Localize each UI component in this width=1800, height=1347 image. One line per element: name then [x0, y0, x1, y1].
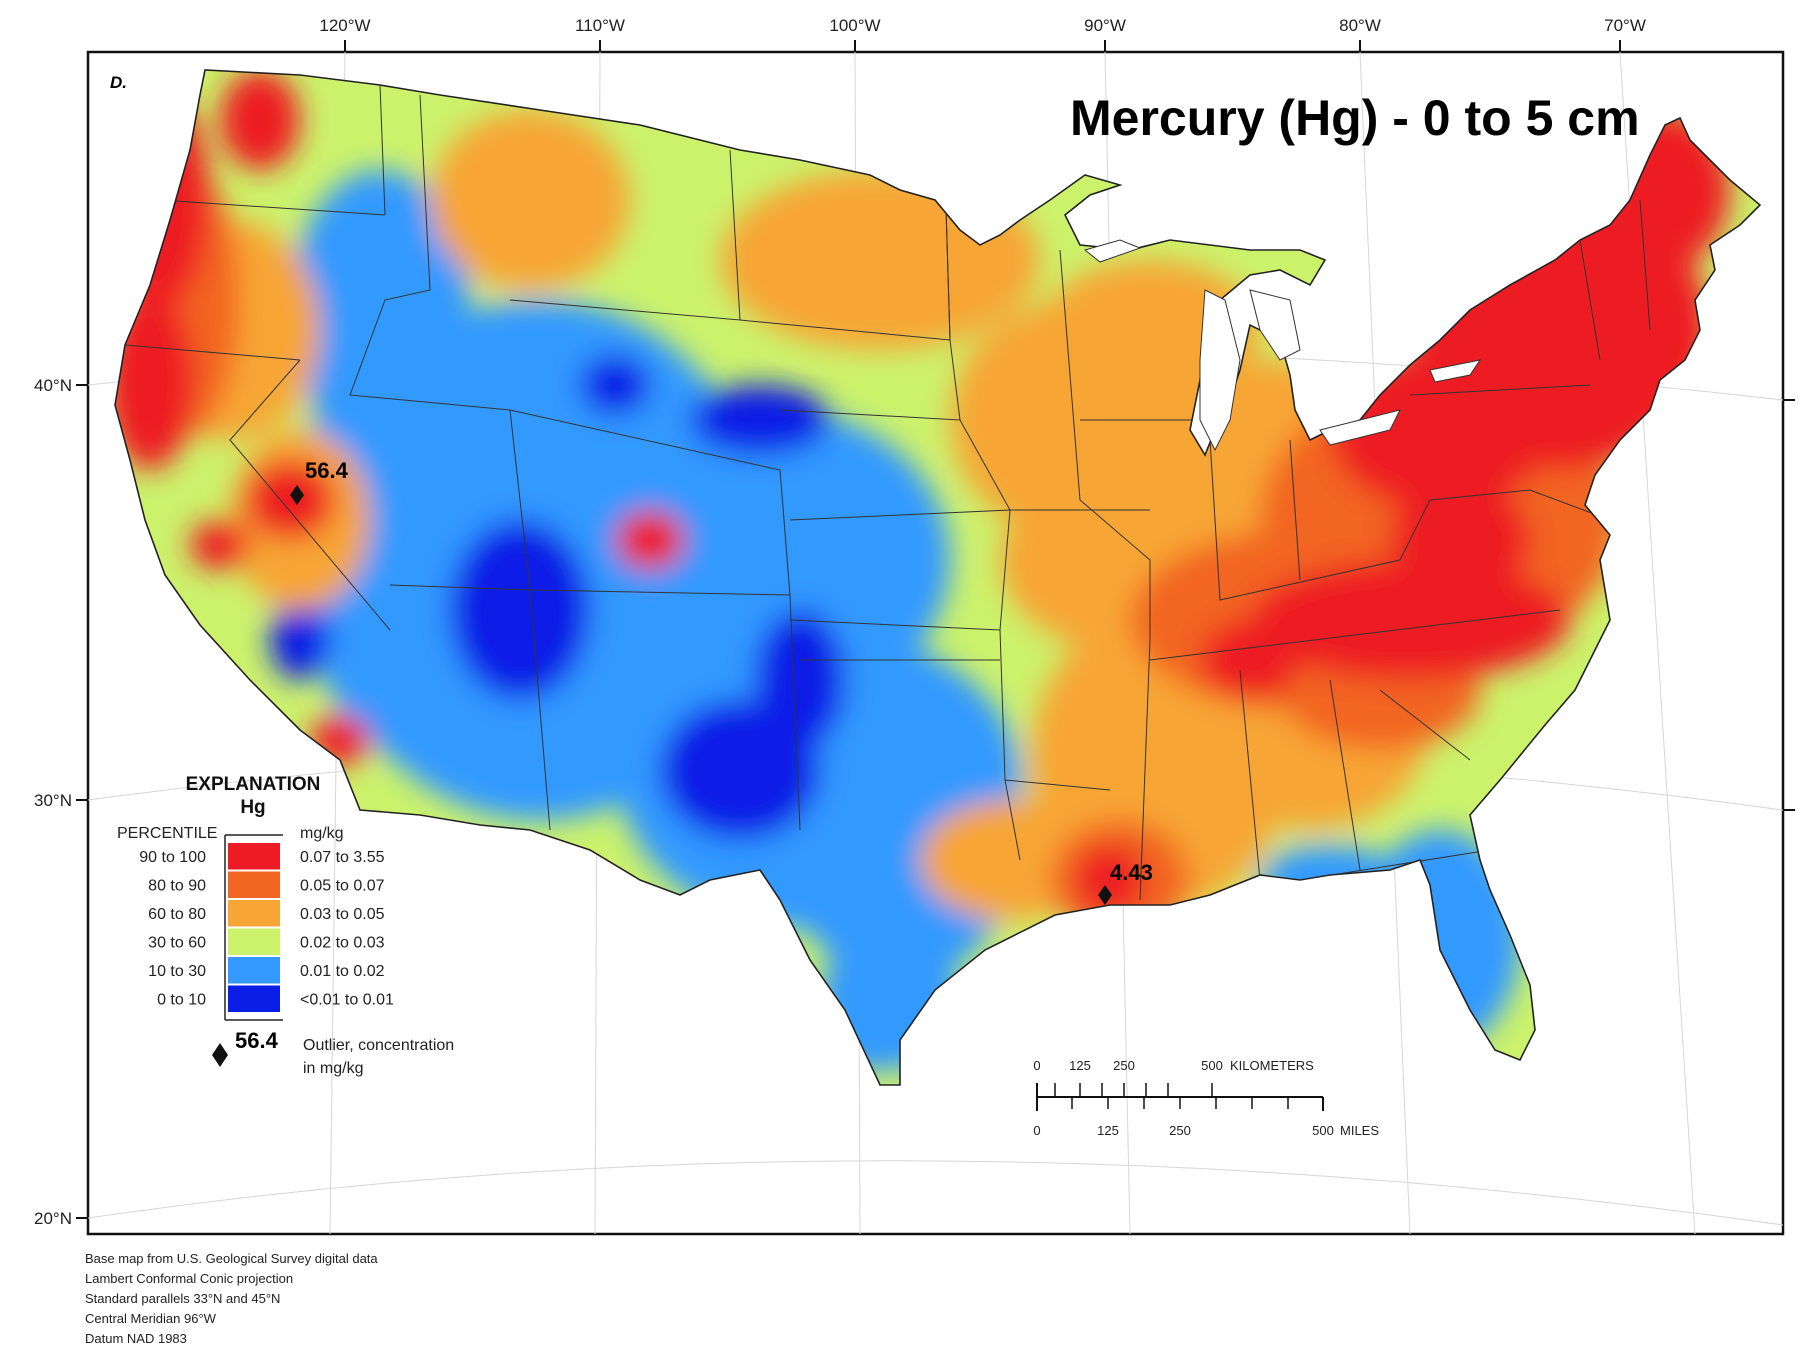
legend-class-row: 10 to 30 0.01 to 0.02 — [148, 957, 385, 984]
outlier-nevada: 56.4 — [290, 458, 349, 505]
legend-range-label: 0.07 to 3.55 — [300, 849, 385, 866]
lon-label-90w: 90°W — [1084, 16, 1126, 35]
outlier-value-nevada: 56.4 — [305, 458, 349, 483]
legend: EXPLANATION Hg PERCENTILE mg/kg 90 to 10… — [117, 774, 454, 1077]
legend-range-label: <0.01 to 0.01 — [300, 992, 394, 1009]
scale-mi-125: 125 — [1097, 1123, 1119, 1138]
outlier-louisiana: 4.43 — [1098, 860, 1153, 905]
legend-class-row: 80 to 90 0.05 to 0.07 — [148, 871, 385, 898]
panel-letter: D. — [110, 73, 127, 92]
legend-percentile-label: 90 to 100 — [139, 849, 206, 866]
lat-label-20n: 20°N — [34, 1209, 72, 1228]
legend-unit-header: mg/kg — [300, 825, 344, 842]
scale-km-0: 0 — [1033, 1058, 1040, 1073]
legend-range-label: 0.01 to 0.02 — [300, 963, 385, 980]
scale-mi-unit: MILES — [1340, 1123, 1379, 1138]
legend-color-swatch — [228, 843, 280, 870]
map-title: Mercury (Hg) - 0 to 5 cm — [1070, 90, 1640, 146]
legend-color-swatch — [228, 957, 280, 984]
legend-title: EXPLANATION — [186, 774, 321, 795]
credit-line-4: Central Meridian 96°W — [85, 1311, 217, 1326]
legend-color-swatch — [228, 928, 280, 955]
scale-mi-0: 0 — [1033, 1123, 1040, 1138]
legend-class-row: 60 to 80 0.03 to 0.05 — [148, 900, 385, 927]
credit-line-3: Standard parallels 33°N and 45°N — [85, 1291, 280, 1306]
scale-mi-250: 250 — [1169, 1123, 1191, 1138]
credit-line-2: Lambert Conformal Conic projection — [85, 1271, 293, 1286]
lon-label-100w: 100°W — [829, 16, 880, 35]
legend-class-row: 90 to 100 0.07 to 3.55 — [139, 843, 385, 870]
legend-percentile-header: PERCENTILE — [117, 825, 217, 842]
us-outline — [114, 69, 1762, 1086]
credit-line-5: Datum NAD 1983 — [85, 1331, 187, 1346]
legend-subtitle: Hg — [240, 797, 265, 818]
legend-range-label: 0.02 to 0.03 — [300, 935, 385, 952]
scale-km-125: 125 — [1069, 1058, 1091, 1073]
scale-km-unit: KILOMETERS — [1230, 1058, 1314, 1073]
legend-outlier-value: 56.4 — [235, 1028, 279, 1053]
outlier-diamond-icon — [290, 485, 304, 505]
legend-class-row: 0 to 10 <0.01 to 0.01 — [157, 985, 394, 1012]
legend-range-label: 0.03 to 0.05 — [300, 906, 385, 923]
credit-line-1: Base map from U.S. Geological Survey dig… — [85, 1251, 378, 1266]
lon-label-110w: 110°W — [575, 16, 625, 35]
scale-bar: 0 125 250 500 KILOMETERS 0 125 250 500 M… — [1033, 1058, 1379, 1138]
scale-km-250: 250 — [1113, 1058, 1135, 1073]
legend-percentile-label: 30 to 60 — [148, 935, 206, 952]
map-credits: Base map from U.S. Geological Survey dig… — [85, 1251, 378, 1346]
scale-mi-500: 500 — [1312, 1123, 1334, 1138]
legend-class-row: 30 to 60 0.02 to 0.03 — [148, 928, 385, 955]
legend-outlier-diamond-icon — [212, 1043, 228, 1067]
scale-km-500: 500 — [1201, 1058, 1223, 1073]
state-boundaries — [124, 84, 1651, 901]
lon-label-80w: 80°W — [1339, 16, 1381, 35]
lon-label-70w: 70°W — [1604, 16, 1646, 35]
graticule-ticks — [76, 40, 1795, 1219]
lat-label-30n: 30°N — [34, 791, 72, 810]
legend-outlier-line1: Outlier, concentration — [303, 1037, 454, 1054]
legend-percentile-label: 10 to 30 — [148, 963, 206, 980]
outlier-value-louisiana: 4.43 — [1110, 860, 1153, 885]
lat-label-40n: 40°N — [34, 376, 72, 395]
legend-outlier-line2: in mg/kg — [303, 1060, 363, 1077]
great-lakes — [1083, 239, 1482, 452]
legend-color-swatch — [228, 871, 280, 898]
outlier-diamond-icon — [1098, 885, 1112, 905]
legend-percentile-label: 0 to 10 — [157, 992, 206, 1009]
legend-color-swatch — [228, 900, 280, 927]
lon-label-120w: 120°W — [319, 16, 370, 35]
legend-percentile-label: 60 to 80 — [148, 906, 206, 923]
legend-percentile-label: 80 to 90 — [148, 878, 206, 895]
legend-range-label: 0.05 to 0.07 — [300, 878, 385, 895]
legend-color-swatch — [228, 985, 280, 1012]
